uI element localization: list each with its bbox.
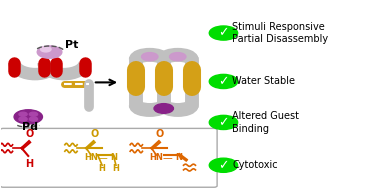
Circle shape <box>209 115 238 129</box>
Circle shape <box>37 46 62 58</box>
Circle shape <box>19 112 27 116</box>
Text: —: — <box>162 153 172 163</box>
Text: N: N <box>110 153 117 162</box>
Circle shape <box>41 47 51 52</box>
Text: O: O <box>26 129 34 139</box>
Circle shape <box>29 112 38 116</box>
Circle shape <box>209 74 238 88</box>
Circle shape <box>170 53 186 61</box>
Text: H: H <box>99 164 106 174</box>
Text: Pd: Pd <box>22 122 38 132</box>
Circle shape <box>141 53 158 61</box>
Text: Water Stable: Water Stable <box>232 77 295 86</box>
FancyBboxPatch shape <box>0 128 217 187</box>
Circle shape <box>209 26 238 40</box>
Text: ✓: ✓ <box>218 26 229 40</box>
Text: O: O <box>156 129 164 139</box>
Text: ✓: ✓ <box>218 75 229 88</box>
Text: —: — <box>97 153 107 163</box>
Text: N: N <box>175 153 182 162</box>
Text: ✓: ✓ <box>218 116 229 129</box>
Text: O: O <box>90 129 99 139</box>
Text: H: H <box>25 159 33 169</box>
Text: Cytotoxic: Cytotoxic <box>232 160 277 170</box>
Text: Stimuli Responsive
Partial Disassembly: Stimuli Responsive Partial Disassembly <box>232 22 328 44</box>
Text: Altered Guest
Binding: Altered Guest Binding <box>232 111 299 134</box>
Text: H: H <box>112 164 120 174</box>
Circle shape <box>19 117 27 121</box>
Text: HN: HN <box>84 153 98 162</box>
Circle shape <box>209 158 238 172</box>
Circle shape <box>154 104 173 113</box>
Circle shape <box>14 110 42 124</box>
Circle shape <box>29 117 38 121</box>
Text: HN: HN <box>149 153 163 162</box>
Text: Pt: Pt <box>65 40 79 50</box>
Text: ✓: ✓ <box>218 159 229 172</box>
